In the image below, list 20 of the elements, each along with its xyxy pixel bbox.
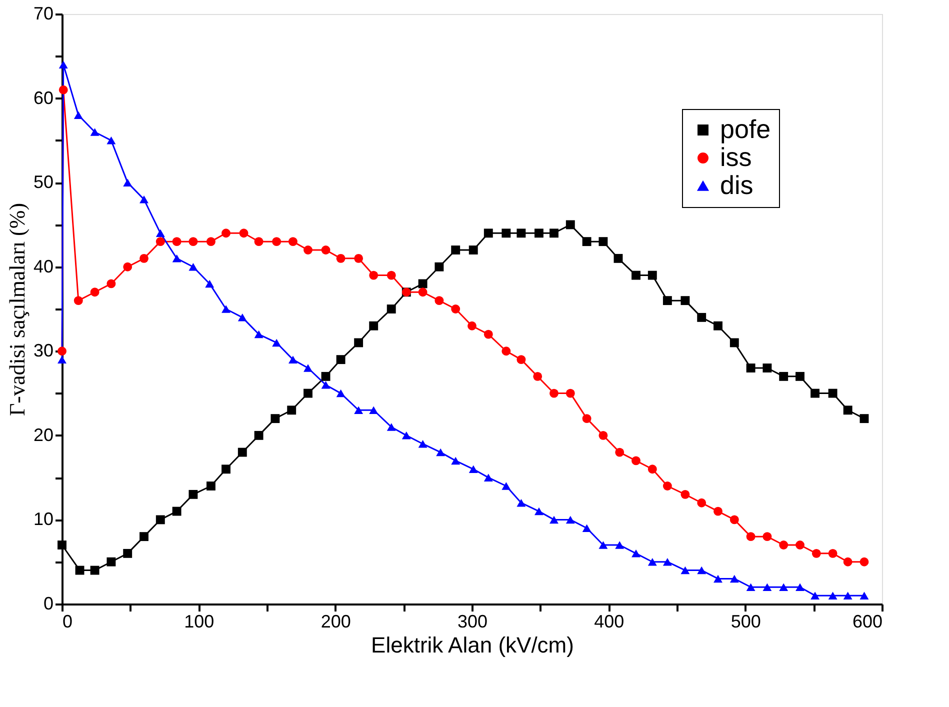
legend-label: dis [720, 170, 754, 200]
y-tick-label: 30 [33, 340, 54, 361]
x-tick-label: 500 [730, 612, 761, 632]
x-tick-label: 300 [457, 612, 488, 632]
y-tick-label: 0 [43, 594, 54, 614]
legend-label: pofe [720, 114, 771, 144]
y-axis-title: Γ-vadisi saçılmaları (%) [4, 202, 30, 416]
x-axis-title: Elektrik Alan (kV/cm) [371, 632, 574, 658]
y-tick-label: 40 [33, 256, 54, 276]
x-tick-label: 100 [184, 612, 214, 632]
y-tick-label: 70 [33, 4, 54, 24]
x-tick-label: 400 [594, 612, 624, 632]
legend-label: iss [720, 142, 752, 172]
x-tick-label: 600 [852, 612, 882, 632]
x-tick-label: 200 [320, 612, 351, 632]
y-tick-label: 20 [33, 424, 54, 445]
y-tick-label: 60 [33, 88, 54, 108]
y-tick-label: 50 [33, 172, 54, 192]
x-tick-label: 0 [62, 612, 73, 632]
y-tick-label: 10 [33, 509, 54, 530]
